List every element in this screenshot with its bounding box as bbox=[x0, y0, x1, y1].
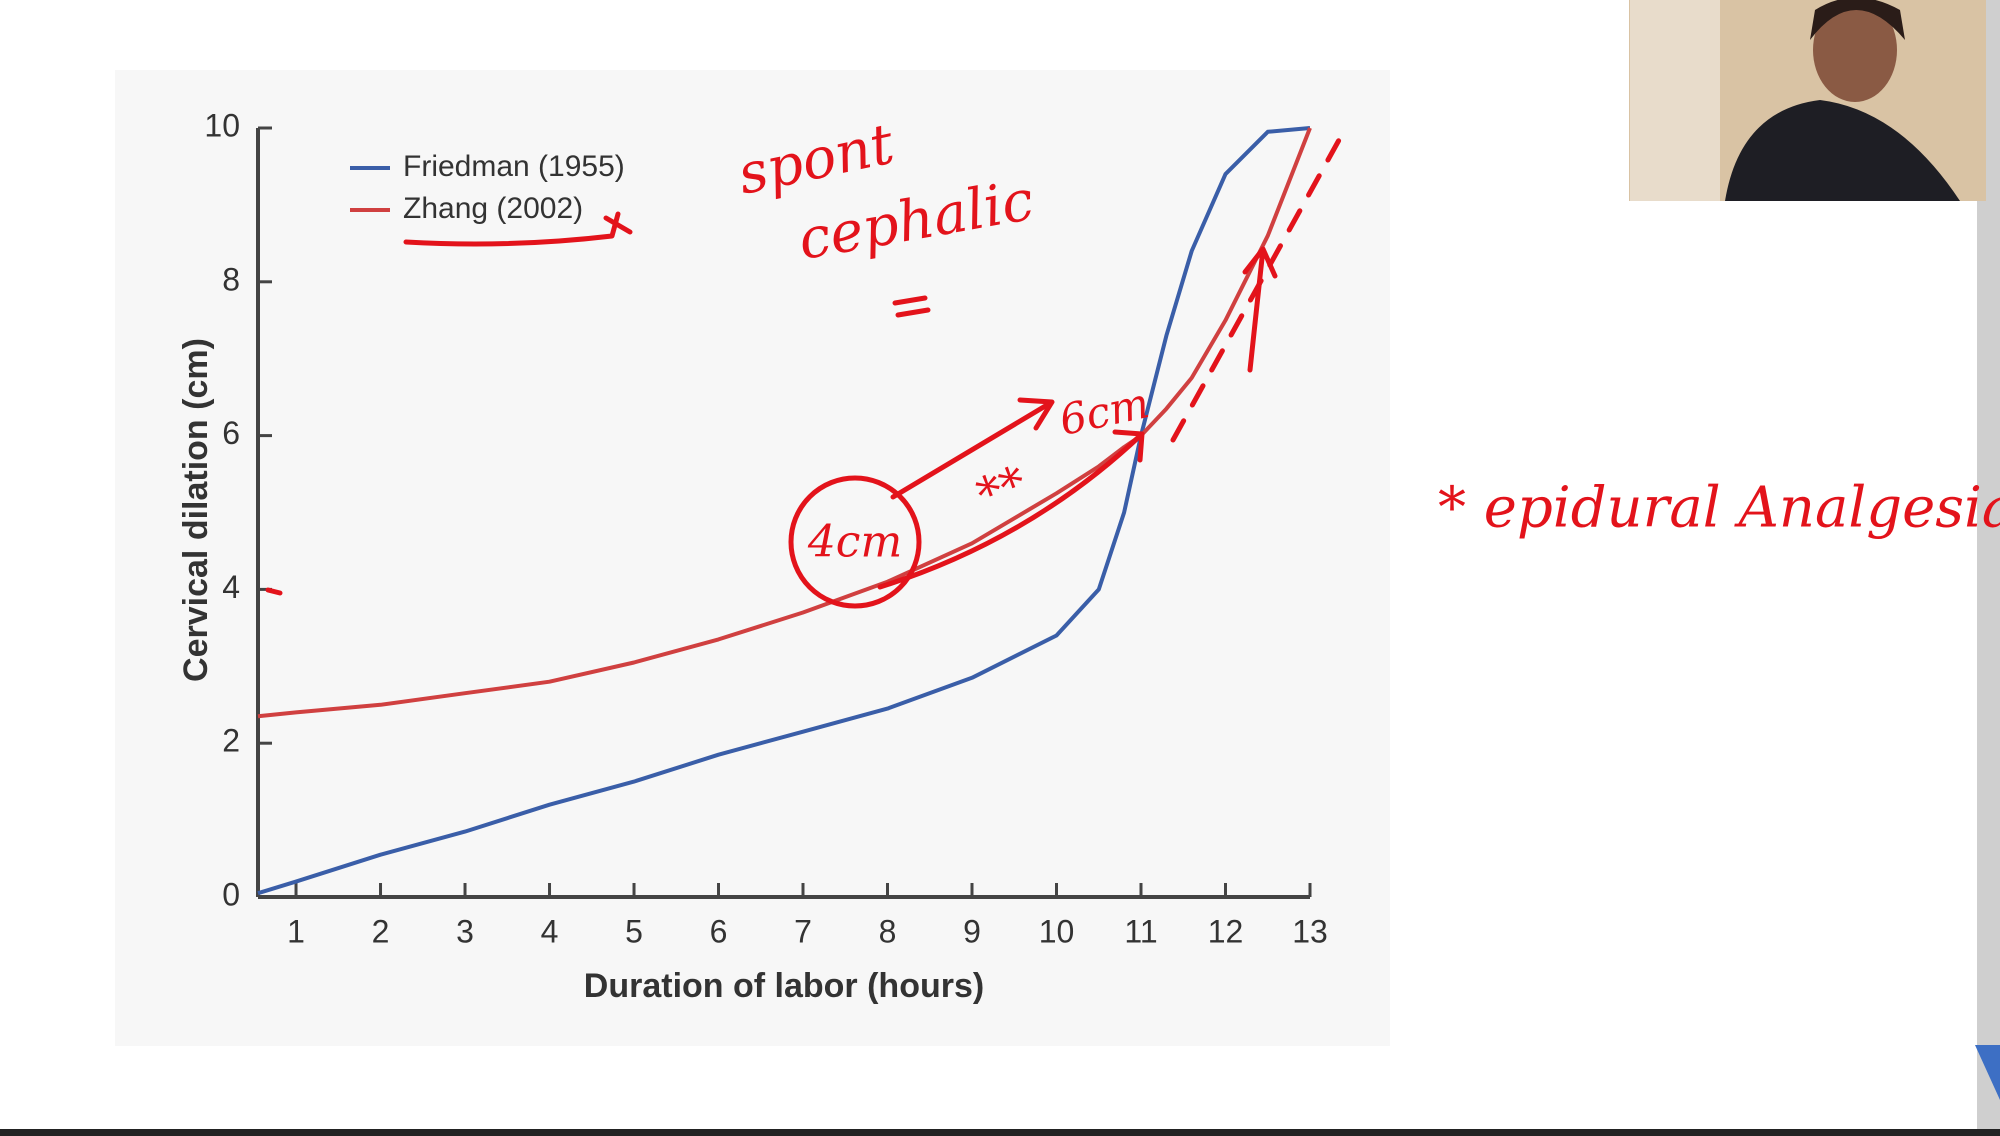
x-axis-label: Duration of labor (hours) bbox=[584, 967, 984, 1005]
webcam-person-body bbox=[1725, 100, 1960, 201]
annotation: * epidural Analgesia bbox=[1438, 476, 2000, 541]
ink-stroke bbox=[403, 211, 633, 247]
ink-stroke bbox=[892, 295, 931, 318]
ink-arrow bbox=[877, 429, 1145, 590]
ink-dashes bbox=[1170, 137, 1342, 443]
series-line bbox=[257, 127, 1312, 719]
x-tick-label: 12 bbox=[1208, 913, 1244, 949]
bottom-bar bbox=[0, 1129, 2000, 1136]
x-tick-label: 9 bbox=[963, 913, 981, 949]
x-tick-label: 10 bbox=[1039, 913, 1075, 949]
legend-label: Friedman (1955) bbox=[403, 150, 625, 183]
x-tick-label: 3 bbox=[456, 913, 474, 949]
slide-panel bbox=[115, 70, 1390, 1046]
ink-arrow bbox=[890, 397, 1055, 500]
y-tick-label: 6 bbox=[222, 415, 240, 451]
x-tick-label: 5 bbox=[625, 913, 643, 949]
corner-icon bbox=[1975, 1045, 2000, 1100]
y-axis-label: Cervical dilation (cm) bbox=[177, 338, 215, 682]
scrollbar bbox=[1977, 0, 2000, 1136]
y-tick-label: 2 bbox=[222, 723, 240, 759]
x-tick-label: 13 bbox=[1292, 913, 1328, 949]
x-tick-label: 7 bbox=[794, 913, 812, 949]
x-tick-label: 11 bbox=[1124, 913, 1157, 949]
y-tick-label: 8 bbox=[222, 261, 240, 297]
series-line bbox=[257, 126, 1311, 896]
x-tick-label: 8 bbox=[879, 913, 897, 949]
webcam-person-head bbox=[1813, 0, 1897, 102]
y-tick-label: 4 bbox=[222, 569, 240, 605]
legend: Friedman (1955) Zhang (2002) bbox=[350, 150, 625, 225]
ink-stroke bbox=[265, 587, 283, 596]
x-tick-label: 4 bbox=[541, 913, 559, 949]
webcam bbox=[1629, 0, 1986, 201]
y-tick-label: 0 bbox=[222, 876, 240, 912]
y-tick-label: 10 bbox=[204, 107, 240, 143]
x-tick-label: 6 bbox=[710, 913, 728, 949]
webcam-wall bbox=[1630, 0, 1720, 201]
x-tick-label: 2 bbox=[372, 913, 390, 949]
annotation: 4cm bbox=[807, 517, 902, 568]
legend-label: Zhang (2002) bbox=[403, 192, 583, 225]
ink-circle bbox=[788, 475, 922, 609]
x-tick-label: 1 bbox=[287, 913, 305, 949]
webcam-person-hair bbox=[1810, 0, 1905, 40]
